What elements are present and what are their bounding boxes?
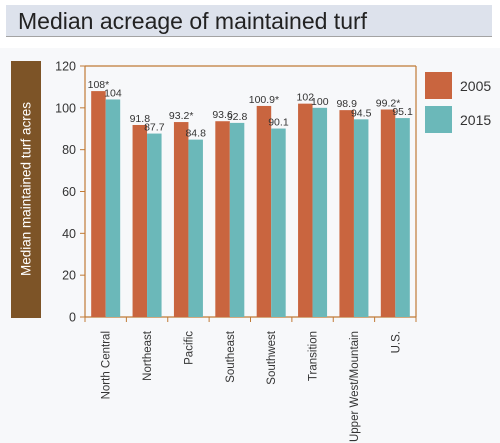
- y-tick-label: 60: [62, 185, 76, 199]
- y-axis-label-box: Median maintained turf acres: [11, 61, 41, 318]
- bar-2015-1: [147, 133, 162, 317]
- y-tick-label: 80: [62, 143, 76, 157]
- y-tick-label: 100: [55, 101, 76, 115]
- data-label: 102: [297, 92, 315, 104]
- bar-2005-3: [215, 121, 230, 317]
- data-label: 99.2*: [376, 98, 401, 110]
- x-category-label: U.S.: [390, 331, 402, 353]
- data-label: 100: [311, 96, 329, 108]
- bar-2005-5: [298, 103, 313, 318]
- title-bar: Median acreage of maintained turf: [6, 5, 492, 37]
- bar-2005-6: [339, 110, 354, 318]
- legend-swatch-2015: [425, 106, 452, 133]
- data-label: 93.2*: [169, 110, 194, 122]
- x-category-label: Upper West/Mountain: [349, 331, 361, 442]
- data-label: 87.7: [144, 122, 165, 134]
- data-label: 100.9*: [249, 94, 279, 106]
- bar-2005-1: [132, 124, 148, 317]
- y-tick-label: 40: [62, 227, 76, 241]
- x-category-label: Northeast: [142, 330, 154, 381]
- x-category-label: North Central: [101, 331, 113, 399]
- x-category-label: Southwest: [266, 330, 278, 385]
- data-label: 92.8: [227, 111, 248, 123]
- data-label: 98.9: [336, 98, 357, 110]
- bar-2015-2: [188, 139, 203, 317]
- bar-2015-4: [271, 128, 286, 317]
- chart-panel: [0, 48, 500, 443]
- data-label: 93.6: [212, 109, 233, 121]
- legend-swatch-2005: [425, 72, 452, 99]
- data-label: 90.1: [268, 117, 289, 129]
- bar-2015-3: [229, 122, 245, 317]
- y-tick-label: 120: [55, 60, 76, 74]
- x-category-label: Southeast: [225, 330, 237, 383]
- data-label: 104: [104, 87, 122, 99]
- legend-label-2015: 2015: [460, 112, 491, 128]
- data-label: 84.8: [185, 128, 206, 140]
- x-category-label: Pacific: [183, 331, 195, 365]
- bar-2005-4: [256, 105, 272, 317]
- bar-2005-0: [91, 91, 106, 317]
- x-category-label: Transition: [308, 331, 320, 381]
- chart-title: Median acreage of maintained turf: [18, 8, 368, 34]
- bar-2015-6: [353, 119, 369, 318]
- bar-2015-0: [105, 99, 121, 317]
- data-label: 95.1: [392, 106, 413, 118]
- bar-2005-7: [380, 109, 396, 317]
- legend-label-2005: 2005: [460, 78, 491, 94]
- y-tick-label: 0: [69, 311, 76, 325]
- data-label: 108*: [88, 79, 110, 91]
- bar-2015-7: [395, 118, 410, 318]
- bar-2005-2: [173, 122, 189, 317]
- bar-2015-5: [312, 107, 328, 317]
- data-label: 94.5: [351, 107, 372, 119]
- y-tick-label: 20: [62, 269, 76, 283]
- data-label: 91.8: [130, 113, 151, 125]
